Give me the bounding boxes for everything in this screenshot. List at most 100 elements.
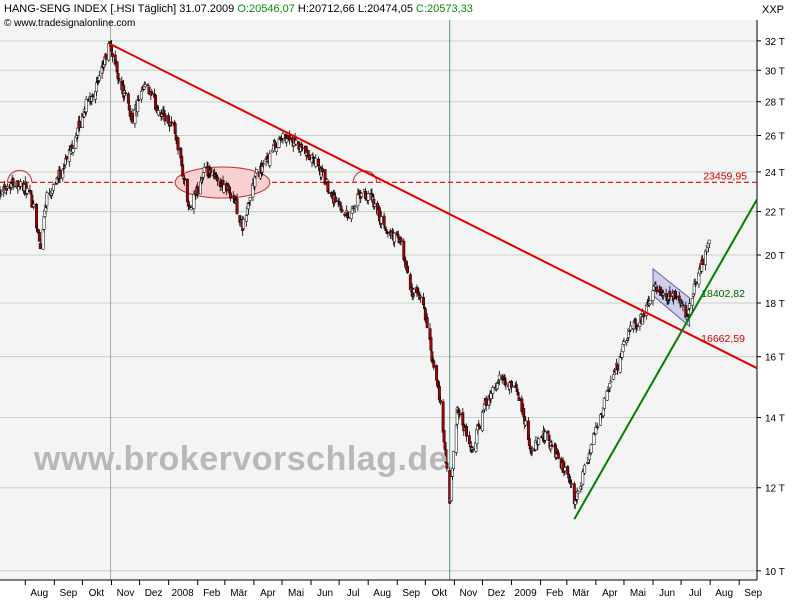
candle-body [285,138,289,143]
x-tick-label: 2009 [514,588,537,599]
candle-body [71,148,75,153]
candle-body [543,431,547,441]
candle-body [62,167,66,170]
candle-body [563,467,567,472]
candle-body [520,398,524,412]
candle-body [612,374,616,380]
candle-body [97,75,101,81]
y-tick-label: 22 T [765,208,785,219]
candle-body [399,237,403,242]
candle-body [104,53,108,60]
candle-body [0,193,3,195]
candle-body [534,440,538,450]
open-label: O: [237,3,249,15]
candle-body [517,397,521,401]
candle-body [176,137,180,151]
candle-body [78,120,82,128]
candle-body [115,61,119,73]
candle-body [11,178,15,186]
candle-body [366,193,370,201]
candle-body [32,203,36,207]
candle-body [146,84,150,86]
candle-body [253,176,257,187]
candle-body [455,407,459,425]
candle-body [65,156,68,160]
candle-body [222,184,226,193]
candle-body [550,444,554,447]
candle-body [110,53,114,57]
candle-body [458,413,462,416]
candle-body [360,193,364,197]
candle-body [351,207,355,210]
candle-body [107,43,111,61]
candle-body [137,99,141,101]
candle-body [570,483,573,485]
candle-body [664,293,668,298]
candle-body [192,193,196,210]
candle-body [441,401,445,433]
symbol-label: XXP [762,4,785,16]
candle-body [687,309,691,315]
candle-body [235,198,239,214]
trendline-value-label: 16662,59 [701,333,745,345]
candle-body [248,197,252,201]
watermark: www.brokervorschlag.de [34,440,449,478]
candle-body [326,181,330,193]
candle-body [251,183,255,198]
candle-body [412,288,416,293]
y-tick-label: 26 T [765,131,785,142]
candle-body [91,94,95,98]
candle-body [379,216,383,224]
candle-body [268,153,272,166]
candle-body [67,149,71,162]
candle-body [583,464,587,474]
support-label: 23459,95 [703,170,747,182]
candle-body [185,178,189,202]
candle-body [38,243,42,249]
candle-body [124,92,127,94]
candle-body [396,234,400,236]
candle-body [602,397,606,409]
y-tick-label: 24 T [765,168,785,179]
candle-body [481,411,484,432]
x-tick-label: Nov [117,588,135,599]
candle-body [189,207,193,211]
candle-body [668,290,672,298]
candle-body [377,207,381,222]
candle-body [327,192,331,194]
candle-body [596,426,600,428]
candle-body [127,104,131,111]
x-tick-label: Mai [288,588,304,599]
x-tick-label: Sep [744,588,762,599]
x-tick-label: Jul [689,588,702,599]
candle-body [688,303,691,309]
candle-body [707,239,711,244]
candle-body [454,424,458,453]
candle-body [229,192,232,199]
candle-body [445,462,449,469]
candle-body [489,393,493,399]
x-tick-label: Aug [373,588,391,599]
x-tick-label: Nov [459,588,477,599]
candle-body [340,209,344,213]
x-tick-label: Jun [659,588,675,599]
trendline-value-label: 18402,82 [701,288,745,300]
candle-body [143,84,147,87]
candle-body [25,188,29,194]
candle-body [215,176,219,182]
candle-body [530,450,534,452]
candle-body [202,167,206,173]
x-tick-label: Okt [89,588,105,599]
candle-body [288,135,291,140]
candle-body [594,427,598,435]
candle-body [642,313,646,318]
candle-body [63,166,67,168]
candle-body [173,123,177,134]
candle-body [496,383,499,390]
candle-body [608,383,612,388]
y-tick-label: 18 T [765,299,785,310]
candle-body [314,157,318,167]
candle-body [244,215,248,222]
candle-body [37,232,41,242]
candle-body [61,169,65,179]
